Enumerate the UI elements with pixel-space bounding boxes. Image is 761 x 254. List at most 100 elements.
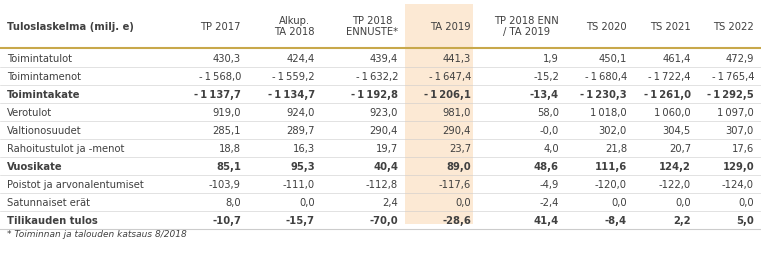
Text: -15,2: -15,2 xyxy=(533,72,559,82)
Text: 5,0: 5,0 xyxy=(736,215,754,225)
Text: - 1 230,3: - 1 230,3 xyxy=(581,90,627,100)
Text: -124,0: -124,0 xyxy=(722,179,754,189)
Text: 85,1: 85,1 xyxy=(216,161,241,171)
Text: TA 2019: TA 2019 xyxy=(431,21,471,31)
Text: 289,7: 289,7 xyxy=(286,125,315,135)
Text: Satunnaiset erät: Satunnaiset erät xyxy=(7,197,90,207)
Text: 1 060,0: 1 060,0 xyxy=(654,108,691,118)
Text: 17,6: 17,6 xyxy=(732,144,754,153)
Text: - 1 559,2: - 1 559,2 xyxy=(272,72,315,82)
Text: 919,0: 919,0 xyxy=(212,108,241,118)
Text: 0,0: 0,0 xyxy=(611,197,627,207)
Text: Valtionosuudet: Valtionosuudet xyxy=(7,125,81,135)
Text: -111,0: -111,0 xyxy=(283,179,315,189)
Text: 0,0: 0,0 xyxy=(675,197,691,207)
Text: - 1 134,7: - 1 134,7 xyxy=(268,90,315,100)
Text: - 1 192,8: - 1 192,8 xyxy=(351,90,398,100)
Text: 111,6: 111,6 xyxy=(595,161,627,171)
Text: Toimintakate: Toimintakate xyxy=(7,90,81,100)
Text: - 1 568,0: - 1 568,0 xyxy=(199,72,241,82)
Text: TP 2018 ENN
/ TA 2019: TP 2018 ENN / TA 2019 xyxy=(494,16,559,37)
Text: Alkup.
TA 2018: Alkup. TA 2018 xyxy=(275,16,315,37)
Text: TS 2022: TS 2022 xyxy=(713,21,754,31)
Text: TP 2017: TP 2017 xyxy=(200,21,241,31)
Text: 1,9: 1,9 xyxy=(543,54,559,64)
Text: 41,4: 41,4 xyxy=(533,215,559,225)
Text: -8,4: -8,4 xyxy=(605,215,627,225)
Text: 430,3: 430,3 xyxy=(213,54,241,64)
Text: -15,7: -15,7 xyxy=(286,215,315,225)
Text: - 1 292,5: - 1 292,5 xyxy=(707,90,754,100)
Text: 302,0: 302,0 xyxy=(599,125,627,135)
Text: 16,3: 16,3 xyxy=(293,144,315,153)
Text: -117,6: -117,6 xyxy=(439,179,471,189)
Bar xyxy=(405,5,473,224)
Text: 439,4: 439,4 xyxy=(370,54,398,64)
Text: - 1 206,1: - 1 206,1 xyxy=(424,90,471,100)
Text: - 1 647,4: - 1 647,4 xyxy=(428,72,471,82)
Text: 441,3: 441,3 xyxy=(443,54,471,64)
Text: Poistot ja arvonalentumiset: Poistot ja arvonalentumiset xyxy=(7,179,144,189)
Text: 924,0: 924,0 xyxy=(287,108,315,118)
Text: 424,4: 424,4 xyxy=(287,54,315,64)
Text: - 1 680,4: - 1 680,4 xyxy=(584,72,627,82)
Text: -120,0: -120,0 xyxy=(595,179,627,189)
Text: -70,0: -70,0 xyxy=(369,215,398,225)
Text: Rahoitustulot ja -menot: Rahoitustulot ja -menot xyxy=(7,144,124,153)
Text: - 1 261,0: - 1 261,0 xyxy=(644,90,691,100)
Text: -28,6: -28,6 xyxy=(442,215,471,225)
Text: - 1 137,7: - 1 137,7 xyxy=(194,90,241,100)
Text: 0,0: 0,0 xyxy=(455,197,471,207)
Text: 981,0: 981,0 xyxy=(443,108,471,118)
Text: 4,0: 4,0 xyxy=(543,144,559,153)
Text: Vuosikate: Vuosikate xyxy=(7,161,62,171)
Text: 450,1: 450,1 xyxy=(599,54,627,64)
Text: 129,0: 129,0 xyxy=(722,161,754,171)
Text: 307,0: 307,0 xyxy=(726,125,754,135)
Text: 0,0: 0,0 xyxy=(299,197,315,207)
Text: Toimintamenot: Toimintamenot xyxy=(7,72,81,82)
Text: 1 097,0: 1 097,0 xyxy=(718,108,754,118)
Text: 304,5: 304,5 xyxy=(663,125,691,135)
Text: 472,9: 472,9 xyxy=(725,54,754,64)
Text: 1 018,0: 1 018,0 xyxy=(591,108,627,118)
Text: -112,8: -112,8 xyxy=(366,179,398,189)
Text: 18,8: 18,8 xyxy=(219,144,241,153)
Text: Tuloslaskelma (milj. e): Tuloslaskelma (milj. e) xyxy=(7,21,134,31)
Text: 48,6: 48,6 xyxy=(534,161,559,171)
Text: 21,8: 21,8 xyxy=(605,144,627,153)
Text: 95,3: 95,3 xyxy=(291,161,315,171)
Text: TS 2020: TS 2020 xyxy=(587,21,627,31)
Text: -10,7: -10,7 xyxy=(212,215,241,225)
Text: 20,7: 20,7 xyxy=(669,144,691,153)
Text: - 1 722,4: - 1 722,4 xyxy=(648,72,691,82)
Text: 923,0: 923,0 xyxy=(370,108,398,118)
Text: 23,7: 23,7 xyxy=(449,144,471,153)
Text: 8,0: 8,0 xyxy=(225,197,241,207)
Text: Tilikauden tulos: Tilikauden tulos xyxy=(7,215,97,225)
Text: 290,4: 290,4 xyxy=(443,125,471,135)
Text: TS 2021: TS 2021 xyxy=(650,21,691,31)
Text: 2,2: 2,2 xyxy=(673,215,691,225)
Text: TP 2018
ENNUSTE*: TP 2018 ENNUSTE* xyxy=(346,16,398,37)
Text: 40,4: 40,4 xyxy=(373,161,398,171)
Text: Toimintatulot: Toimintatulot xyxy=(7,54,72,64)
Text: Verotulot: Verotulot xyxy=(7,108,52,118)
Text: 124,2: 124,2 xyxy=(659,161,691,171)
Text: - 1 632,2: - 1 632,2 xyxy=(355,72,398,82)
Text: 2,4: 2,4 xyxy=(382,197,398,207)
Text: 19,7: 19,7 xyxy=(376,144,398,153)
Text: - 1 765,4: - 1 765,4 xyxy=(712,72,754,82)
Text: 89,0: 89,0 xyxy=(447,161,471,171)
Text: 58,0: 58,0 xyxy=(537,108,559,118)
Text: 0,0: 0,0 xyxy=(738,197,754,207)
Text: * Toiminnan ja talouden katsaus 8/2018: * Toiminnan ja talouden katsaus 8/2018 xyxy=(7,230,186,239)
Text: -103,9: -103,9 xyxy=(209,179,241,189)
Text: -2,4: -2,4 xyxy=(540,197,559,207)
Text: -122,0: -122,0 xyxy=(659,179,691,189)
Text: -4,9: -4,9 xyxy=(540,179,559,189)
Text: -13,4: -13,4 xyxy=(530,90,559,100)
Text: 290,4: 290,4 xyxy=(370,125,398,135)
Text: 285,1: 285,1 xyxy=(212,125,241,135)
Text: -0,0: -0,0 xyxy=(540,125,559,135)
